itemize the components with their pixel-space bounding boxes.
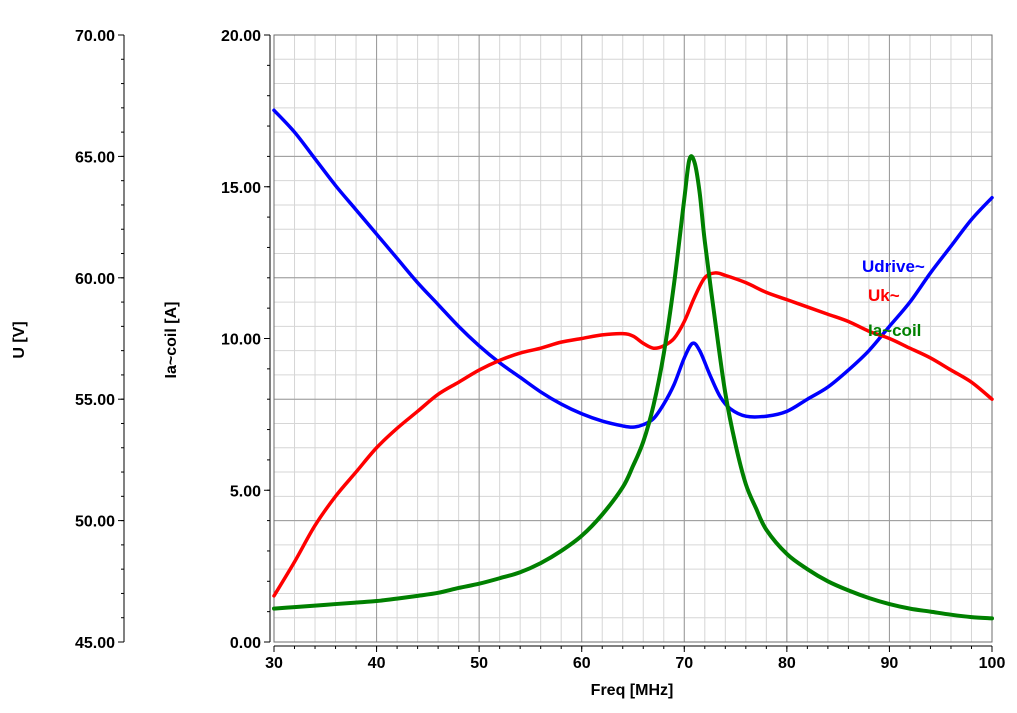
x-axis-tick-label: 80: [778, 655, 796, 672]
x-axis-tick-label: 90: [881, 655, 899, 672]
legend-uk: Uk~: [868, 286, 900, 305]
x-axis-tick-label: 50: [470, 655, 488, 672]
series-udrive-line: [272, 108, 994, 429]
i-axis-tick-label: 10.00: [221, 332, 261, 349]
y-axis-right-title: Ia~coil [A]: [163, 302, 180, 379]
u-axis-tick-label: 60.00: [75, 271, 115, 288]
series-layer: [272, 108, 994, 621]
i-axis-tick-label: 15.00: [221, 180, 261, 197]
x-axis-tick-label: 100: [979, 655, 1006, 672]
u-axis-tick-label: 50.00: [75, 514, 115, 531]
i-axis-tick-label: 5.00: [230, 483, 261, 500]
u-axis-tick-label: 65.00: [75, 149, 115, 166]
legend-udrive: Udrive~: [862, 257, 925, 276]
y-axis-left-title: U [V]: [11, 321, 28, 358]
series-uk-line: [272, 271, 994, 598]
legend: Udrive~ Uk~ Ia~coil: [862, 257, 925, 340]
u-axis-tick-label: 70.00: [75, 28, 115, 45]
x-axis-title: Freq [MHz]: [591, 682, 674, 699]
series-ia-coil-line: [272, 154, 994, 621]
ticks: 45.00 50.00 55.00 60.00 65.00 70.00 0.00 5.00 10…: [75, 28, 1005, 672]
x-axis-tick-label: 30: [265, 655, 283, 672]
i-axis-tick-label: 0.00: [230, 635, 261, 652]
u-axis-tick-label: 55.00: [75, 392, 115, 409]
x-axis-tick-label: 70: [675, 655, 693, 672]
x-axis-tick-label: 60: [573, 655, 591, 672]
legend-ia-coil: Ia~coil: [868, 321, 921, 340]
i-axis-tick-label: 20.00: [221, 28, 261, 45]
u-axis-tick-label: 45.00: [75, 635, 115, 652]
x-axis-tick-label: 40: [368, 655, 386, 672]
plot-frame: [273, 34, 993, 643]
